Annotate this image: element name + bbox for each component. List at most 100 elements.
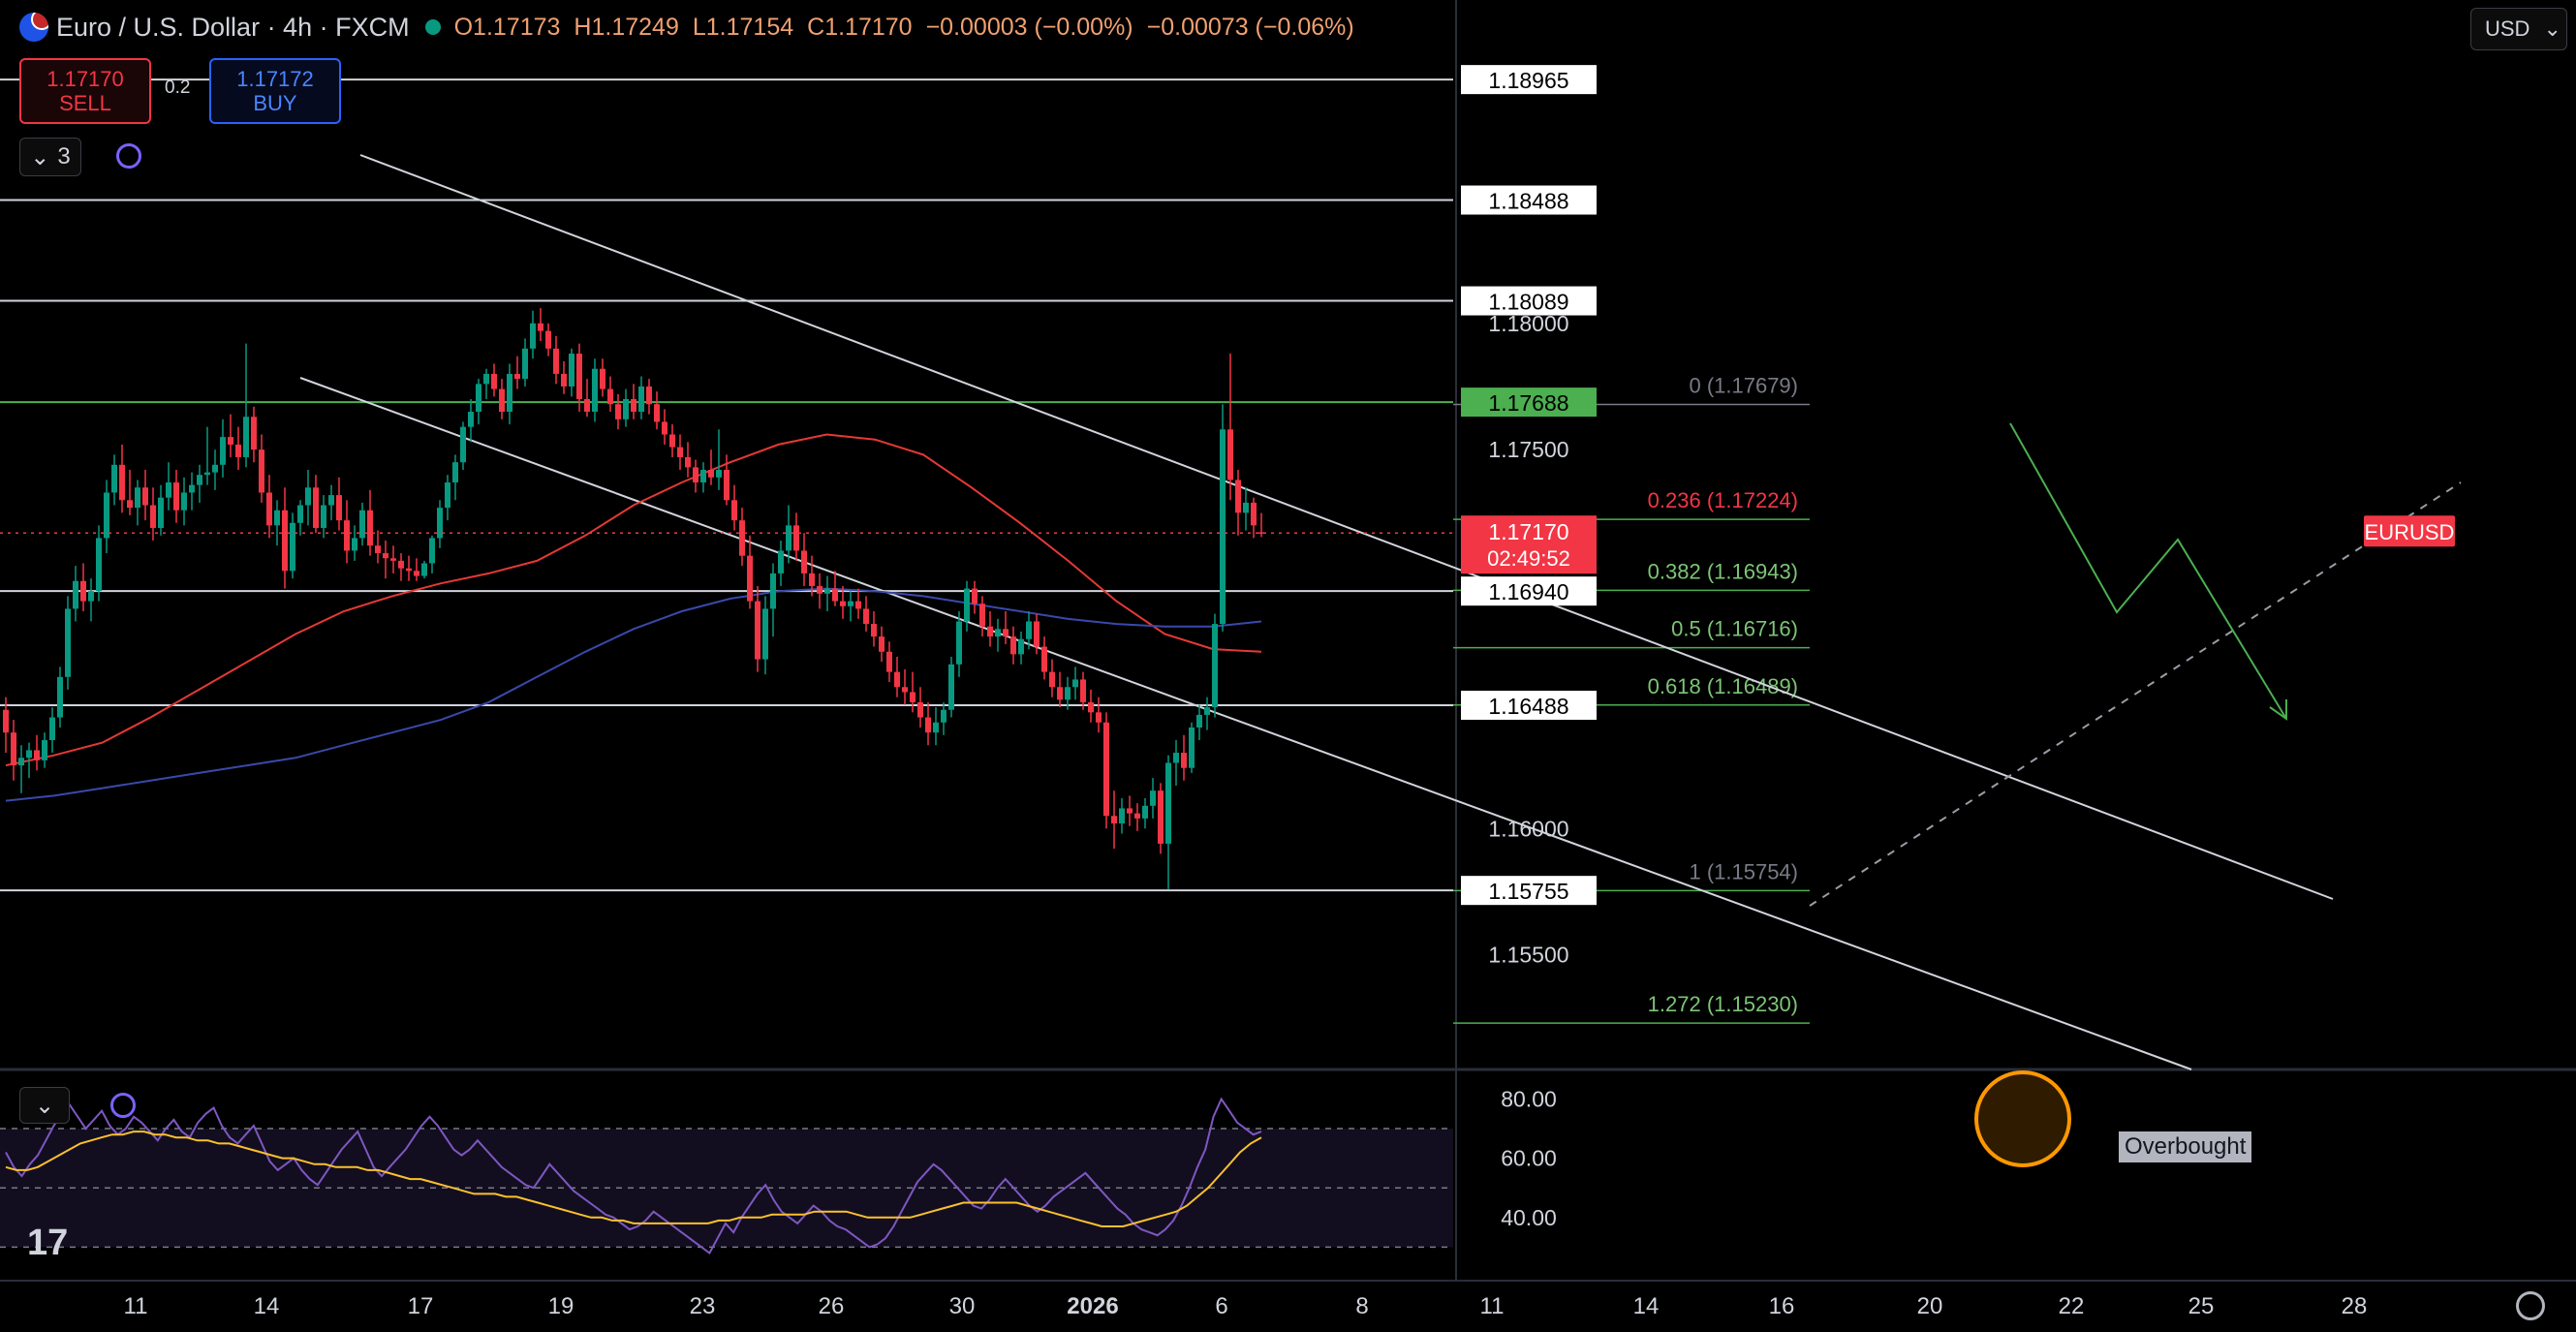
candle	[886, 641, 892, 683]
candle	[42, 732, 47, 768]
candle	[1111, 790, 1117, 850]
candle	[1018, 631, 1024, 665]
candle-body	[367, 510, 373, 546]
time-axis-tick: 30	[948, 1293, 976, 1319]
price-level-tag	[1461, 387, 1597, 418]
candle	[809, 555, 815, 597]
symbol-title[interactable]: Euro / U.S. Dollar · 4h · FXCM	[56, 12, 410, 42]
candle-body	[42, 740, 47, 760]
flag-icon	[19, 13, 48, 42]
candle-body	[755, 601, 760, 660]
overbought-highlight-circle	[1974, 1070, 2071, 1167]
candle	[111, 454, 117, 506]
sync-icon[interactable]	[116, 143, 141, 169]
candle	[135, 480, 140, 526]
candle-body	[181, 492, 187, 511]
candle-body	[1204, 707, 1210, 715]
candle	[235, 426, 241, 471]
rsi-line	[5, 1097, 1262, 1255]
chart-header: Euro / U.S. Dollar · 4h · FXCM O1.17173 …	[19, 8, 1354, 46]
candle	[669, 424, 675, 457]
candle-body	[336, 495, 342, 521]
candle-body	[654, 404, 660, 422]
price-level-tag	[1461, 185, 1597, 215]
candle	[274, 500, 280, 546]
candle-body	[158, 497, 164, 528]
candle	[979, 596, 985, 637]
price-level-tag	[1461, 691, 1597, 721]
candle-body	[910, 692, 916, 702]
candle-body	[739, 520, 745, 556]
candle	[917, 687, 923, 728]
candle	[375, 530, 381, 564]
candle-body	[297, 505, 303, 523]
candle-body	[18, 758, 24, 766]
indicators-toggle-button[interactable]: ⌄ 3	[19, 138, 81, 176]
candle-body	[26, 750, 32, 759]
candle	[398, 553, 404, 581]
candle-body	[948, 664, 954, 710]
candle	[948, 656, 954, 718]
candle-body	[731, 500, 737, 521]
candle	[801, 533, 807, 586]
candle-body	[716, 470, 722, 478]
rsi-collapse-button[interactable]: ⌄	[19, 1087, 70, 1124]
candle	[646, 379, 652, 415]
candle	[483, 368, 489, 399]
settings-icon[interactable]	[2516, 1291, 2545, 1320]
candle	[429, 535, 435, 573]
candle-body	[119, 464, 125, 501]
candle	[119, 444, 125, 513]
candle-body	[390, 558, 396, 561]
candle-body	[1134, 813, 1140, 819]
candle-body	[1034, 621, 1040, 647]
sync-icon[interactable]	[110, 1093, 136, 1118]
candle	[561, 360, 567, 394]
time-axis-tick: 14	[253, 1293, 280, 1319]
candle-body	[530, 323, 536, 349]
candle-body	[894, 671, 900, 688]
candle	[855, 588, 861, 619]
time-axis-tick: 23	[689, 1293, 716, 1319]
sell-button[interactable]: 1.17170 SELL	[19, 58, 151, 124]
candle-body	[1003, 629, 1009, 637]
candle	[96, 525, 102, 602]
candle-body	[313, 487, 319, 528]
candle	[437, 500, 443, 548]
candle-body	[197, 475, 202, 485]
candle	[65, 596, 71, 690]
time-axis-tick: 25	[2188, 1293, 2215, 1319]
candle-body	[538, 323, 543, 331]
candle-body	[243, 417, 249, 457]
candle	[879, 626, 885, 663]
candle-body	[1243, 502, 1249, 513]
candle	[127, 470, 133, 515]
candle	[150, 487, 156, 542]
candle-body	[1165, 762, 1171, 844]
price-axis-tick: 1.17500	[1488, 437, 1568, 462]
currency-select[interactable]: USD ⌄	[2470, 8, 2567, 50]
candle-body	[708, 470, 714, 478]
projection-path	[2009, 422, 2287, 720]
candle	[491, 363, 497, 397]
candle-body	[809, 573, 815, 586]
candle	[925, 701, 931, 746]
candle	[832, 571, 838, 606]
candle-body	[1065, 687, 1071, 700]
candle	[964, 580, 970, 632]
candle-body	[507, 373, 512, 413]
candle	[297, 500, 303, 536]
tradingview-logo-icon[interactable]: 17	[27, 1223, 69, 1263]
buy-button[interactable]: 1.17172 BUY	[209, 58, 341, 124]
candle	[987, 611, 993, 647]
rsi-axis-tick: 40.00	[1501, 1205, 1557, 1230]
candle-body	[220, 437, 226, 465]
candle-body	[1212, 624, 1218, 708]
projection-arrowhead	[2269, 699, 2287, 721]
candle-body	[437, 508, 443, 539]
candle	[747, 535, 753, 609]
candle	[104, 480, 109, 554]
candle-body	[57, 676, 63, 718]
candle-body	[615, 404, 621, 419]
